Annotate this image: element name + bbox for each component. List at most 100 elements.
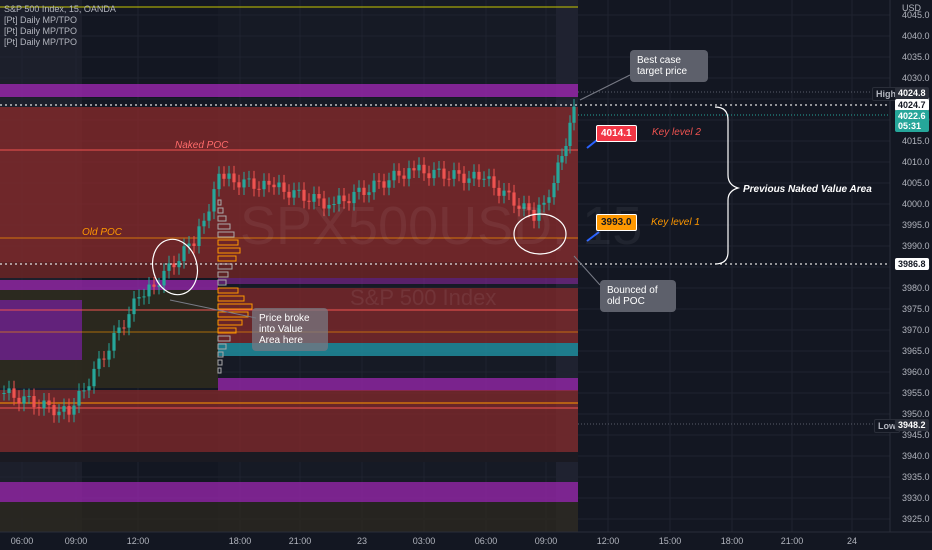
candle-body <box>282 182 286 192</box>
tpo-bar <box>217 351 224 358</box>
candle-body <box>467 178 471 183</box>
candle-body <box>107 350 111 360</box>
tpo-bar <box>217 223 231 230</box>
tpo-bar <box>217 287 239 294</box>
callout-target-line2: target price <box>637 66 688 77</box>
candle-body <box>502 190 506 196</box>
candle-body <box>112 332 116 351</box>
tpo-bar <box>217 327 237 334</box>
candle-body <box>247 178 251 180</box>
key-level-2-box[interactable]: 4014.1 <box>596 125 637 142</box>
tpo-bar <box>217 359 223 366</box>
candle-body <box>547 197 551 203</box>
level-top-tag[interactable]: 4024.7 <box>895 99 929 111</box>
value-area-label: Previous Naked Value Area <box>743 184 872 195</box>
candle-body <box>487 176 491 179</box>
candle-body <box>357 187 361 192</box>
candle-body <box>12 388 16 398</box>
candle-body <box>92 368 96 387</box>
indicator-label-3[interactable]: [Pt] Daily MP/TPO <box>4 37 78 47</box>
candle-body <box>564 145 568 157</box>
price-axis-label: 3940.0 <box>902 451 930 461</box>
candle-body <box>507 190 511 193</box>
price-axis-label: 3980.0 <box>902 283 930 293</box>
price-axis-label: 3970.0 <box>902 325 930 335</box>
candle-body <box>82 390 86 392</box>
candle-body <box>182 246 186 262</box>
candle-body <box>72 405 76 415</box>
callout-broke[interactable]: Price broke into Value Area here <box>252 308 328 351</box>
tpo-bar <box>217 207 224 214</box>
last-price-tag[interactable]: 4022.6 05:31 <box>895 110 929 132</box>
candle-body <box>197 226 201 246</box>
candle-body <box>302 189 306 201</box>
candle-body <box>7 388 11 393</box>
callout-target[interactable]: Best case target price <box>630 50 708 82</box>
high-value-tag[interactable]: 4024.8 <box>895 87 929 99</box>
tpo-bar <box>217 343 227 350</box>
candle-body <box>392 170 396 181</box>
candle-body <box>377 180 381 182</box>
price-axis-label: 4015.0 <box>902 136 930 146</box>
level-bottom-tag[interactable]: 3986.8 <box>895 258 929 270</box>
time-axis-label: 21:00 <box>289 536 312 546</box>
tpo-bar <box>217 199 222 206</box>
currency-label: USD <box>902 3 922 13</box>
candle-body <box>572 106 576 123</box>
candle-body <box>382 181 386 188</box>
callout-bounce[interactable]: Bounced of old POC <box>600 280 676 312</box>
candle-body <box>87 386 91 391</box>
candle-body <box>97 358 101 369</box>
price-axis-label: 4010.0 <box>902 157 930 167</box>
price-axis-label: 3955.0 <box>902 388 930 398</box>
candle-body <box>312 194 316 202</box>
key-level-2-label: Key level 2 <box>652 127 701 138</box>
candle-body <box>497 187 501 196</box>
price-axis-label: 3995.0 <box>902 220 930 230</box>
candle-body <box>442 168 446 179</box>
price-axis-label: 4040.0 <box>902 31 930 41</box>
candle-body <box>277 182 281 188</box>
key-level-1-box[interactable]: 3993.0 <box>596 214 637 231</box>
candle-body <box>127 314 131 328</box>
candle-body <box>227 173 231 179</box>
time-axis-label: 12:00 <box>127 536 150 546</box>
indicator-label-2[interactable]: [Pt] Daily MP/TPO <box>4 26 78 36</box>
indicator-label-1[interactable]: [Pt] Daily MP/TPO <box>4 15 78 25</box>
candle-body <box>137 297 141 299</box>
candle-body <box>257 188 261 190</box>
candle-body <box>560 156 564 163</box>
price-axis-label: 4030.0 <box>902 73 930 83</box>
naked-poc-label: Naked POC <box>175 140 229 151</box>
tpo-bar <box>217 311 249 318</box>
candle-body <box>132 298 136 315</box>
low-value-tag[interactable]: 3948.2 <box>895 419 929 431</box>
candle-body <box>117 327 121 333</box>
time-axis-label: 18:00 <box>229 536 252 546</box>
tpo-bar <box>217 231 235 238</box>
watermark: SPX500USD, 15 <box>240 195 642 257</box>
candle-body <box>177 261 181 268</box>
candle-body <box>477 171 481 180</box>
symbol-title[interactable]: S&P 500 Index, 15, OANDA <box>4 4 116 14</box>
last-price-value: 4022.6 <box>898 111 926 121</box>
time-axis-label: 12:00 <box>597 536 620 546</box>
candle-body <box>417 164 421 171</box>
candle-body <box>2 393 6 394</box>
candle-body <box>537 204 541 221</box>
price-axis-label: 3935.0 <box>902 472 930 482</box>
candle-body <box>457 170 461 174</box>
candle-body <box>327 204 331 209</box>
price-axis-label: 3930.0 <box>902 493 930 503</box>
price-axis-label: 3950.0 <box>902 409 930 419</box>
time-axis-label: 24 <box>847 536 857 546</box>
candle-body <box>412 168 416 171</box>
candle-body <box>322 198 326 209</box>
candle-body <box>67 406 71 415</box>
candle-body <box>292 190 296 198</box>
watermark-sub: S&P 500 Index <box>350 285 496 311</box>
candle-body <box>512 192 516 206</box>
candle-body <box>527 203 531 210</box>
candle-body <box>447 178 451 180</box>
